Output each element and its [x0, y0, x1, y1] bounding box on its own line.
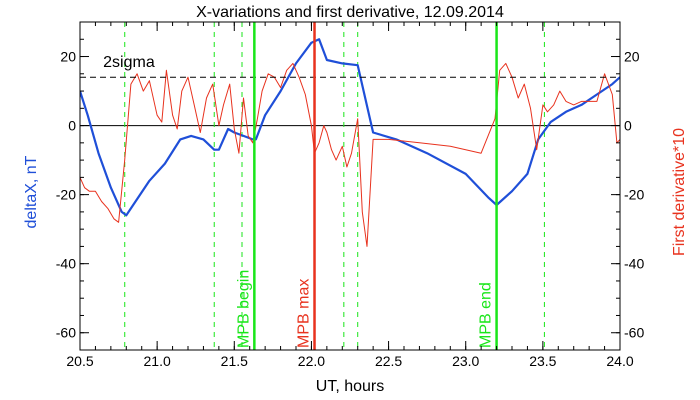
- y-tick-label-right: -20: [624, 187, 644, 203]
- x-axis-label: UT, hours: [316, 378, 384, 395]
- y-axis-label-left: deltaX, nT: [23, 155, 40, 228]
- x-tick-label: 22.5: [375, 353, 402, 369]
- x-tick-label: 23.0: [452, 353, 479, 369]
- vertical-marker-label: MPB max: [296, 279, 313, 348]
- series-line-derivative: [80, 62, 620, 247]
- y-axis-label-right: First derivative*10: [671, 128, 688, 256]
- x-tick-label: 21.5: [221, 353, 248, 369]
- x-tick-label: 20.5: [66, 353, 93, 369]
- y-tick-label-left: 0: [68, 118, 76, 134]
- x-tick-label: 24.0: [606, 353, 633, 369]
- x-tick-label: 23.5: [529, 353, 556, 369]
- x-tick-label: 21.0: [144, 353, 171, 369]
- y-tick-label-right: 20: [624, 49, 640, 65]
- series-line-deltax: [80, 38, 620, 217]
- y-tick-label-left: 20: [60, 49, 76, 65]
- y-tick-label-left: -60: [56, 325, 76, 341]
- annotation-2sigma: 2sigma: [103, 54, 155, 71]
- y-tick-label-left: -40: [56, 256, 76, 272]
- y-tick-label-left: -20: [56, 187, 76, 203]
- x-tick-label: 22.0: [298, 353, 325, 369]
- plot-frame: [79, 21, 621, 351]
- plot-area: MPB begin MPB max MPB end 2sigma 20.5 21.0 21.…: [56, 21, 644, 369]
- y-tick-label-right: 0: [624, 118, 632, 134]
- chart-title: X-variations and first derivative, 12.09…: [196, 4, 504, 21]
- y-tick-label-right: -40: [624, 256, 644, 272]
- vertical-marker-label: MPB begin: [235, 270, 252, 348]
- y-tick-label-right: -60: [624, 325, 644, 341]
- vertical-marker-label: MPB end: [478, 282, 495, 348]
